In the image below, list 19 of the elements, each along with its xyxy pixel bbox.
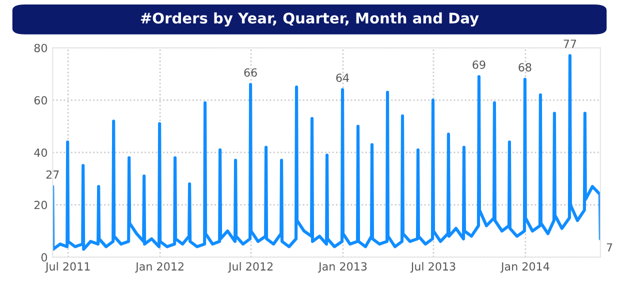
x-tick-label: Jan 2014 [500,262,550,273]
y-tick-label: 60 [34,96,48,105]
y-tick-label: 20 [34,200,48,210]
annotation: 27 [46,170,59,179]
annotation: 7 [606,243,612,252]
annotation: 69 [472,60,486,69]
y-tick-label: 80 [34,44,48,52]
y-tick-label: 40 [34,148,48,157]
x-tick-label: Jan 2013 [318,262,367,273]
x-tick-label: Jul 2013 [410,262,456,273]
annotation: 66 [244,68,257,77]
x-tick-label: Jul 2012 [228,262,273,273]
annotation: 64 [336,74,349,82]
annotation: 68 [518,63,532,72]
y-tick-label: 0 [41,253,48,262]
annotation: 77 [564,40,576,48]
chart-title: #Orders by Year, Quarter, Month and Day [140,12,479,27]
x-tick-label: Jan 2012 [135,262,184,273]
x-tick-label: Jul 2011 [44,262,90,273]
